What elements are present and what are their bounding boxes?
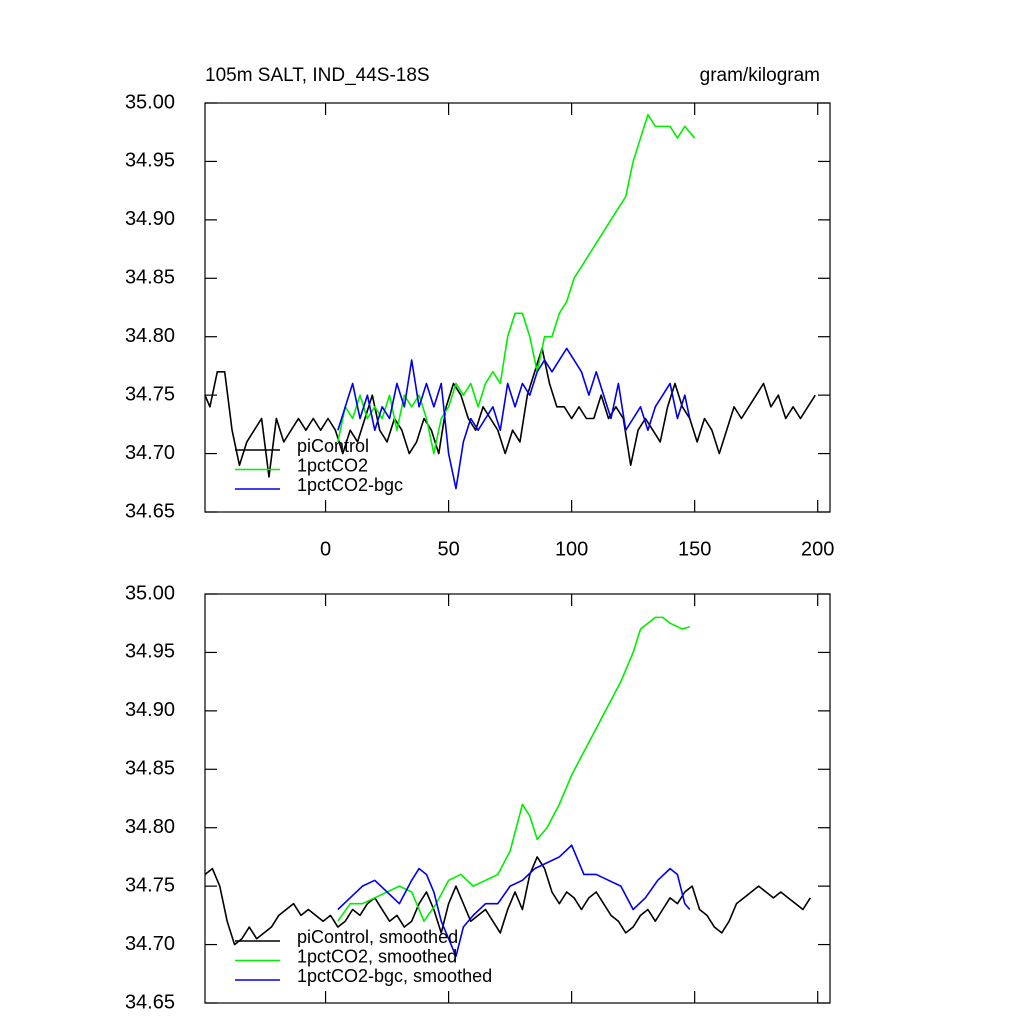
legend-label: piControl — [297, 436, 369, 456]
y-tick-label: 34.70 — [125, 442, 175, 464]
series-line — [337, 844, 691, 958]
legend-label: 1pctCO2-bgc — [297, 475, 403, 495]
y-tick-label: 34.95 — [125, 150, 175, 172]
chart-title: 105m SALT, IND_44S-18S — [205, 65, 430, 86]
series-line — [204, 347, 816, 478]
plot-frame — [204, 102, 831, 513]
x-tick-label: 0 — [320, 538, 331, 560]
y-tick-label: 34.85 — [125, 267, 175, 289]
series-line — [204, 856, 811, 946]
legend-label: 1pctCO2-bgc, smoothed — [297, 966, 492, 986]
y-tick-label: 34.80 — [125, 816, 175, 838]
y-tick-label: 35.00 — [125, 91, 175, 113]
legend-label: 1pctCO2, smoothed — [297, 946, 457, 966]
y-tick-label: 34.75 — [125, 874, 175, 896]
plot-frame — [204, 593, 831, 1004]
y-tick-label: 34.95 — [125, 641, 175, 663]
x-tick-label: 150 — [678, 538, 711, 560]
y-tick-label: 34.80 — [125, 325, 175, 347]
y-tick-label: 34.90 — [125, 208, 175, 230]
y-tick-label: 34.75 — [125, 383, 175, 405]
y-tick-label: 35.00 — [125, 582, 175, 604]
y-tick-label: 34.70 — [125, 933, 175, 955]
x-tick-label: 100 — [555, 538, 588, 560]
y-tick-label: 34.90 — [125, 699, 175, 721]
legend-label: 1pctCO2 — [297, 455, 368, 475]
y-tick-label: 34.65 — [125, 991, 175, 1013]
series-line — [337, 616, 690, 922]
y-tick-label: 34.85 — [125, 758, 175, 780]
series-line — [337, 347, 691, 490]
x-tick-label: 200 — [801, 538, 834, 560]
units-label: gram/kilogram — [700, 65, 820, 86]
y-tick-label: 34.65 — [125, 500, 175, 522]
series-line — [337, 113, 696, 455]
x-tick-label: 50 — [437, 538, 459, 560]
legend-label: piControl, smoothed — [297, 927, 458, 947]
